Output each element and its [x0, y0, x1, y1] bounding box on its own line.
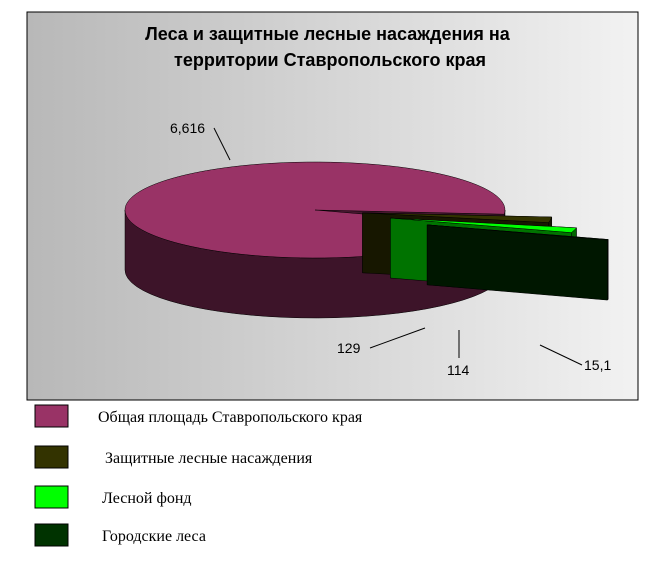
chart-title: Леса и защитные лесные насаждения на тер… — [145, 24, 515, 70]
value-label: 129 — [337, 340, 361, 356]
slice-top — [362, 212, 553, 223]
value-label: 114 — [447, 362, 470, 378]
legend-label: Лесной фонд — [102, 490, 192, 507]
value-labels: 6,616 129 114 15,1 — [170, 120, 611, 378]
legend-label: Защитные лесные насаждения — [105, 450, 313, 467]
legend-swatch — [34, 485, 69, 509]
leader-line — [213, 127, 231, 161]
legend: Общая площадь Ставропольского края Защитн… — [34, 404, 363, 547]
value-label: 6,616 — [170, 120, 205, 136]
leader-line — [539, 344, 583, 366]
legend-swatch — [34, 523, 69, 547]
slice — [426, 224, 609, 301]
legend-swatch — [34, 404, 69, 428]
slice-top — [427, 224, 609, 241]
title-line: Леса и защитные лесные насаждения на — [145, 24, 511, 44]
leader-line — [369, 327, 426, 349]
pie — [124, 161, 609, 319]
title-line: территории Ставропольского края — [174, 50, 486, 70]
legend-swatch — [34, 445, 69, 469]
legend-label: Городские леса — [102, 528, 206, 545]
slice-side — [607, 238, 609, 301]
legend-label: Общая площадь Ставропольского края — [98, 409, 363, 426]
slice-top — [390, 217, 577, 233]
value-label: 15,1 — [584, 357, 611, 373]
